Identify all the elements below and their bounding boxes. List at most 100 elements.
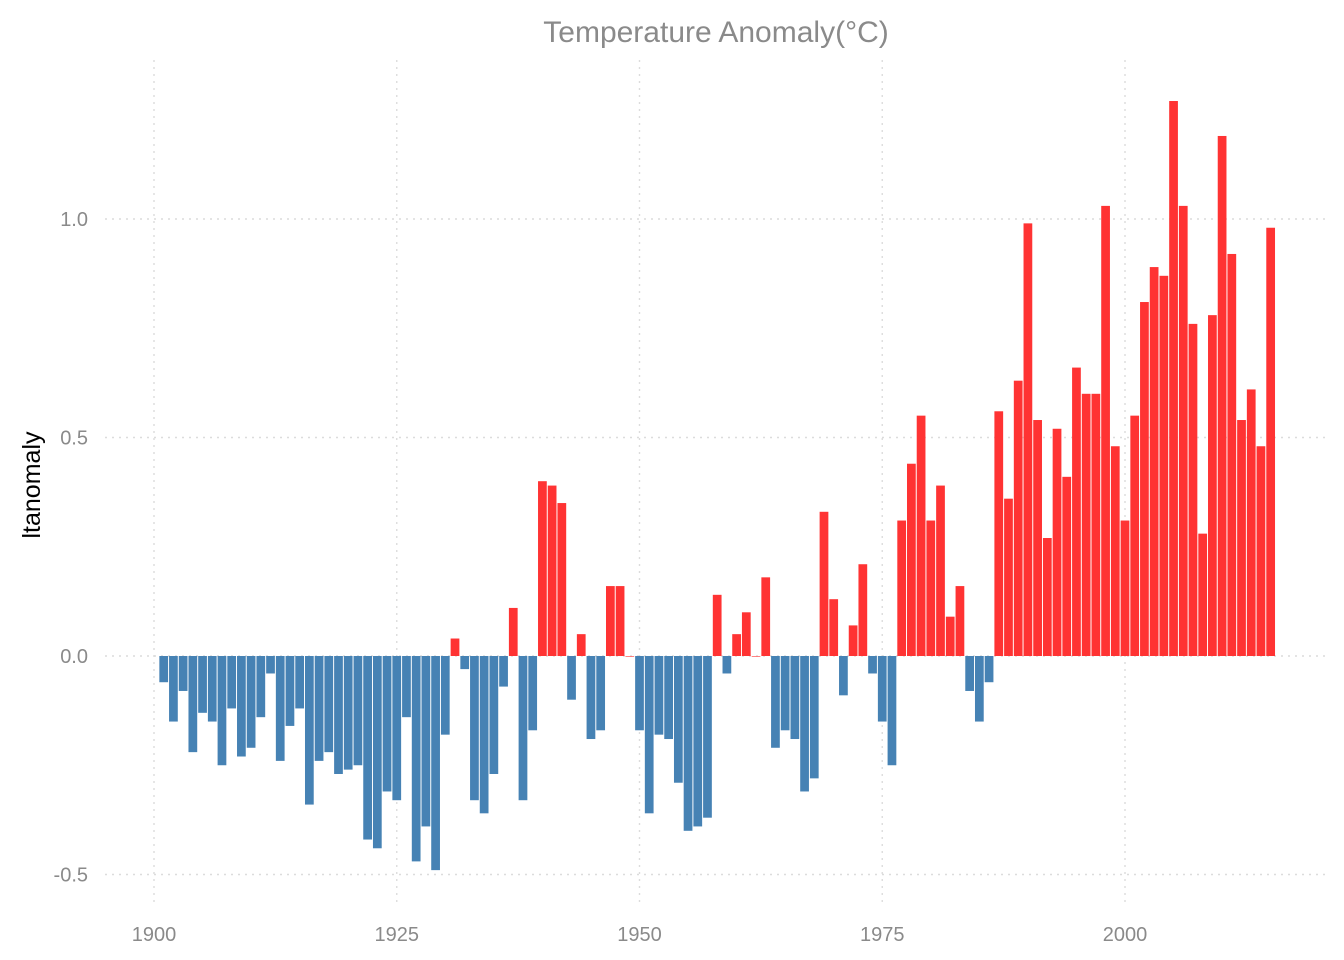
bars bbox=[159, 101, 1276, 871]
bar-1912 bbox=[266, 656, 275, 674]
bar-1943 bbox=[567, 656, 576, 700]
bar-1960 bbox=[732, 634, 741, 656]
bar-1968 bbox=[809, 656, 819, 779]
bar-1969 bbox=[819, 511, 829, 656]
bar-1926 bbox=[402, 656, 411, 718]
bar-1972 bbox=[848, 625, 858, 656]
bar-1963 bbox=[761, 577, 771, 656]
bar-1951 bbox=[644, 656, 654, 814]
x-tick-label: 1975 bbox=[860, 924, 905, 946]
bar-1950 bbox=[635, 656, 644, 731]
bar-1940 bbox=[538, 481, 547, 656]
bar-2003 bbox=[1149, 267, 1159, 656]
bar-1981 bbox=[936, 485, 945, 656]
bar-1908 bbox=[227, 656, 237, 709]
bar-1949 bbox=[625, 656, 635, 657]
bar-1992 bbox=[1042, 538, 1052, 656]
bar-1983 bbox=[955, 586, 965, 656]
bar-2002 bbox=[1140, 302, 1149, 656]
bar-1909 bbox=[237, 656, 246, 757]
x-tick-label: 1950 bbox=[617, 924, 662, 946]
bar-1905 bbox=[198, 656, 207, 713]
y-tick-labels: -0.5 0.0 0.5 1.0 bbox=[54, 209, 88, 887]
bar-1944 bbox=[576, 634, 586, 656]
bar-1967 bbox=[800, 656, 809, 792]
bar-1987 bbox=[994, 411, 1004, 656]
bar-1977 bbox=[897, 520, 907, 656]
bar-1964 bbox=[771, 656, 780, 748]
bar-1929 bbox=[431, 656, 440, 871]
bar-1910 bbox=[246, 656, 256, 748]
bar-2000 bbox=[1120, 520, 1130, 656]
bar-1978 bbox=[907, 463, 916, 656]
bar-1906 bbox=[207, 656, 217, 722]
bar-2013 bbox=[1246, 389, 1256, 656]
bar-1991 bbox=[1033, 420, 1042, 656]
bar-1919 bbox=[334, 656, 343, 774]
bar-1982 bbox=[945, 616, 955, 656]
bar-1958 bbox=[712, 594, 722, 656]
bar-1916 bbox=[304, 656, 314, 805]
bar-2005 bbox=[1169, 101, 1178, 656]
bar-1945 bbox=[586, 656, 596, 740]
bar-1973 bbox=[858, 564, 868, 656]
bar-1927 bbox=[411, 656, 421, 862]
bar-1976 bbox=[887, 656, 897, 766]
x-tick-label: 2000 bbox=[1103, 924, 1148, 946]
bar-1975 bbox=[877, 656, 887, 722]
bar-1921 bbox=[353, 656, 363, 766]
bar-1947 bbox=[606, 586, 615, 656]
bar-1937 bbox=[508, 607, 518, 656]
y-axis-title: ltanomaly bbox=[18, 431, 46, 538]
bar-1917 bbox=[314, 656, 324, 761]
bar-1923 bbox=[372, 656, 382, 849]
bar-1970 bbox=[829, 599, 839, 656]
bar-2008 bbox=[1198, 533, 1208, 656]
bar-1933 bbox=[470, 656, 479, 801]
bar-1911 bbox=[256, 656, 266, 718]
bar-1935 bbox=[489, 656, 499, 774]
bar-1989 bbox=[1013, 380, 1023, 656]
bar-1922 bbox=[363, 656, 372, 840]
bar-1938 bbox=[518, 656, 528, 801]
bar-1998 bbox=[1101, 205, 1110, 656]
bar-1936 bbox=[499, 656, 508, 687]
bar-1990 bbox=[1023, 223, 1033, 656]
bar-1966 bbox=[790, 656, 800, 740]
bar-1907 bbox=[217, 656, 227, 766]
bar-1948 bbox=[615, 586, 625, 656]
bar-1931 bbox=[450, 638, 460, 656]
bar-1995 bbox=[1072, 367, 1081, 656]
bar-1971 bbox=[839, 656, 848, 696]
bar-1957 bbox=[703, 656, 712, 818]
y-tick-label: 0.5 bbox=[60, 428, 88, 450]
bar-1985 bbox=[974, 656, 984, 722]
bar-2007 bbox=[1188, 323, 1198, 656]
bar-2014 bbox=[1256, 446, 1266, 656]
bar-1988 bbox=[1004, 498, 1013, 656]
bar-2015 bbox=[1266, 227, 1276, 657]
bar-1913 bbox=[275, 656, 285, 761]
bar-1993 bbox=[1052, 428, 1062, 656]
y-tick-label: -0.5 bbox=[54, 865, 88, 887]
bar-1915 bbox=[295, 656, 305, 709]
bar-2006 bbox=[1178, 205, 1188, 656]
bar-2001 bbox=[1130, 415, 1140, 656]
bar-1924 bbox=[382, 656, 392, 792]
bar-1974 bbox=[868, 656, 877, 674]
y-tick-label: 0.0 bbox=[60, 646, 88, 668]
bar-1930 bbox=[440, 656, 450, 735]
bar-2010 bbox=[1217, 135, 1227, 657]
bar-1904 bbox=[188, 656, 198, 753]
bar-2012 bbox=[1237, 420, 1246, 656]
bar-1901 bbox=[159, 656, 169, 683]
bar-1928 bbox=[421, 656, 431, 827]
bar-1952 bbox=[654, 656, 664, 735]
bar-2009 bbox=[1208, 315, 1217, 656]
bar-1920 bbox=[343, 656, 353, 770]
bar-1997 bbox=[1091, 393, 1101, 656]
bar-1962 bbox=[751, 656, 761, 657]
bar-1965 bbox=[780, 656, 790, 731]
bar-2004 bbox=[1159, 275, 1169, 656]
